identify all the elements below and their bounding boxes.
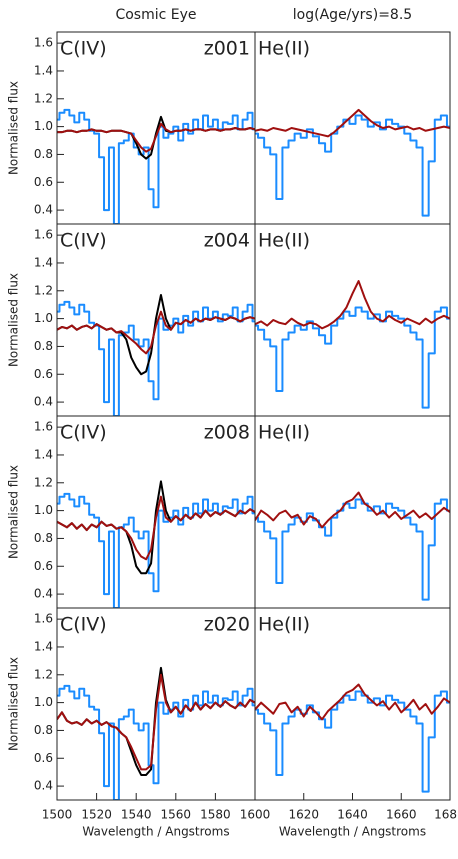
column-title: log(Age/yrs)=8.5 — [293, 7, 412, 23]
metallicity-label: z001 — [204, 38, 250, 60]
plot-area — [57, 666, 255, 800]
model-line — [57, 310, 255, 355]
y-tick-label: 1.4 — [34, 639, 53, 653]
step-spectrum — [255, 306, 450, 409]
line-label: C(IV) — [60, 614, 107, 636]
y-tick-label: 1.6 — [34, 612, 53, 626]
frame — [56, 31, 256, 225]
y-axis-label: Normalised flux — [7, 81, 21, 175]
y-tick-label: 1.6 — [34, 36, 53, 50]
y-axis-label: Normalised flux — [7, 657, 21, 751]
y-tick-label: 0.8 — [34, 531, 53, 545]
y-axis-label: Normalised flux — [7, 273, 21, 367]
metallicity-label: z020 — [204, 614, 250, 636]
x-tick-label: 1500 — [42, 808, 73, 822]
x-tick-label: 1580 — [200, 808, 231, 822]
x-tick-label: 1640 — [337, 808, 368, 822]
x-tick-label: 1620 — [288, 808, 319, 822]
model-line — [57, 666, 255, 776]
y-tick-label: 1.0 — [34, 119, 53, 133]
plot-area — [255, 280, 450, 409]
y-tick-label: 1.6 — [34, 420, 53, 434]
metallicity-label: z008 — [204, 422, 250, 444]
x-tick-label: 1560 — [161, 808, 192, 822]
model-line — [255, 108, 450, 138]
line-label: C(IV) — [60, 38, 107, 60]
metallicity-label: z004 — [204, 230, 250, 252]
x-tick-label: 1600 — [240, 808, 271, 822]
step-spectrum — [57, 300, 255, 416]
model-line — [255, 683, 450, 721]
y-tick-label: 0.4 — [34, 587, 53, 601]
x-axis-label: Wavelength / Angstroms — [82, 825, 229, 839]
line-label: He(II) — [258, 422, 310, 444]
x-tick-label: 1660 — [386, 808, 417, 822]
model-line — [57, 495, 255, 561]
y-tick-label: 0.8 — [34, 339, 53, 353]
step-spectrum — [255, 498, 450, 601]
y-tick-label: 0.8 — [34, 723, 53, 737]
y-tick-label: 1.0 — [34, 695, 53, 709]
model-line — [57, 480, 255, 575]
step-spectrum — [57, 108, 255, 224]
y-tick-label: 1.0 — [34, 311, 53, 325]
x-axis-label: Wavelength / Angstroms — [279, 825, 426, 839]
line-label: C(IV) — [60, 230, 107, 252]
y-tick-label: 1.2 — [34, 91, 53, 105]
y-tick-label: 0.4 — [34, 395, 53, 409]
y-tick-label: 0.4 — [34, 203, 53, 217]
line-label: He(II) — [258, 230, 310, 252]
model-line — [57, 122, 255, 153]
y-tick-label: 1.2 — [34, 667, 53, 681]
plot-area — [255, 491, 450, 601]
frame — [254, 223, 451, 417]
y-tick-label: 1.4 — [34, 447, 53, 461]
frame — [254, 607, 451, 801]
y-tick-label: 1.6 — [34, 228, 53, 242]
x-tick-label: 168 — [434, 808, 457, 822]
model-line — [57, 673, 255, 771]
y-tick-label: 0.6 — [34, 175, 53, 189]
plot-area — [57, 108, 255, 224]
plot-area — [57, 480, 255, 608]
plot-area — [255, 683, 450, 793]
line-label: C(IV) — [60, 422, 107, 444]
y-tick-label: 1.0 — [34, 503, 53, 517]
y-tick-label: 0.6 — [34, 367, 53, 381]
model-line — [255, 491, 450, 529]
y-tick-label: 0.4 — [34, 779, 53, 793]
y-tick-label: 1.4 — [34, 255, 53, 269]
step-spectrum — [57, 492, 255, 608]
y-tick-label: 1.4 — [34, 63, 53, 77]
y-tick-label: 0.8 — [34, 147, 53, 161]
line-label: He(II) — [258, 38, 310, 60]
model-line — [255, 280, 450, 330]
y-tick-label: 1.2 — [34, 283, 53, 297]
y-tick-label: 0.6 — [34, 751, 53, 765]
plot-area — [255, 108, 450, 217]
column-title: Cosmic Eye — [115, 7, 196, 23]
model-line — [57, 293, 255, 376]
x-tick-label: 1540 — [121, 808, 152, 822]
y-tick-label: 1.2 — [34, 475, 53, 489]
plot-area — [57, 293, 255, 416]
step-spectrum — [57, 684, 255, 800]
step-spectrum — [255, 114, 450, 217]
step-spectrum — [255, 690, 450, 793]
line-label: He(II) — [258, 614, 310, 636]
x-tick-label: 1520 — [81, 808, 112, 822]
y-axis-label: Normalised flux — [7, 465, 21, 559]
y-tick-label: 0.6 — [34, 559, 53, 573]
